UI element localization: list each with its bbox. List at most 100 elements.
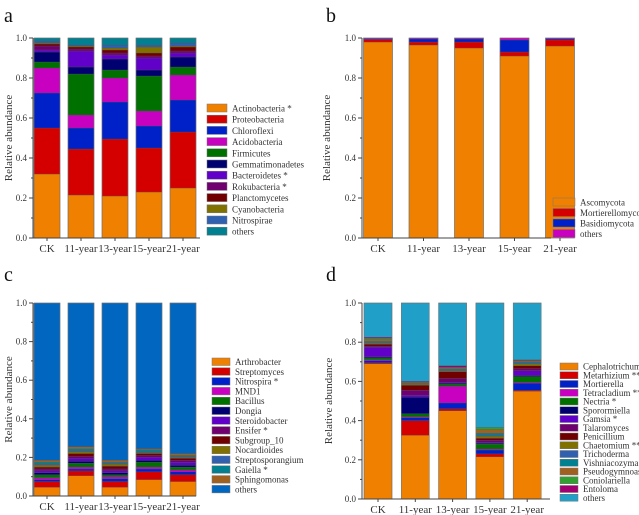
bar-segment bbox=[101, 58, 129, 71]
bar-segment bbox=[363, 360, 393, 363]
bar-segment bbox=[513, 302, 542, 360]
x-tick-label: CK bbox=[370, 504, 385, 515]
bar-segment bbox=[169, 464, 197, 468]
bar-segment bbox=[169, 131, 197, 189]
legend-label: Cephalotrichum *** bbox=[583, 362, 639, 372]
bar-segment bbox=[101, 49, 129, 54]
bar-segment bbox=[401, 413, 430, 417]
bar-stack-CK bbox=[33, 302, 61, 497]
legend-swatch bbox=[211, 436, 231, 445]
bar-segment bbox=[33, 481, 61, 488]
bar-segment bbox=[135, 44, 163, 48]
bar-segment bbox=[67, 302, 95, 447]
legend-swatch bbox=[559, 485, 579, 493]
legend-item: Entoloma bbox=[559, 484, 618, 494]
bar-segment bbox=[67, 37, 95, 46]
x-tick-label: 15-year bbox=[473, 504, 507, 515]
bar-segment bbox=[475, 433, 505, 436]
bar-segment bbox=[454, 47, 484, 239]
legend-item: Actinobacteria * bbox=[206, 104, 292, 114]
bar-segment bbox=[101, 54, 129, 60]
x-tick-label: CK bbox=[39, 243, 54, 255]
bar-segment bbox=[475, 440, 505, 443]
legend-swatch bbox=[552, 208, 576, 217]
bar-segment bbox=[33, 45, 61, 51]
bar-segment bbox=[101, 302, 129, 461]
legend-item: Penicillium bbox=[559, 432, 625, 442]
bar-segment bbox=[135, 37, 163, 46]
bar-segment bbox=[513, 391, 542, 500]
bar-stack-21-year bbox=[545, 37, 575, 239]
panel-label: b bbox=[326, 5, 336, 27]
bar-segment bbox=[169, 45, 197, 48]
y-tick-label: 0.0 bbox=[16, 491, 28, 501]
legend-label: Gamsia * bbox=[583, 414, 618, 424]
bar-segment bbox=[101, 472, 129, 475]
bar-segment bbox=[67, 458, 95, 462]
legend-label: Proteobacteria bbox=[232, 115, 284, 125]
bar-segment bbox=[101, 138, 129, 197]
bar-segment bbox=[135, 466, 163, 470]
bar-segment bbox=[101, 487, 129, 497]
bar-segment bbox=[475, 449, 505, 455]
bar-segment bbox=[135, 468, 163, 473]
bar-stack-15-year bbox=[135, 37, 163, 239]
bar-segment bbox=[475, 429, 505, 434]
legend-swatch bbox=[559, 494, 579, 502]
legend-item: Arthrobacter bbox=[211, 357, 281, 367]
bar-segment bbox=[33, 474, 61, 478]
legend-item: Gaiella * bbox=[211, 465, 268, 475]
legend-label: Talaromyces bbox=[583, 423, 629, 433]
bar-segment bbox=[475, 427, 505, 430]
y-tick-label: 0.4 bbox=[345, 416, 357, 426]
legend-swatch bbox=[559, 371, 579, 379]
legend-item: Ascomycota bbox=[552, 198, 625, 208]
bar-segment bbox=[499, 55, 530, 239]
bar-segment bbox=[454, 38, 484, 43]
legend-swatch bbox=[552, 218, 576, 228]
bar-segment bbox=[33, 477, 61, 480]
legend-swatch bbox=[211, 426, 231, 435]
bar-segment bbox=[438, 378, 467, 383]
legend-label: Trichoderma bbox=[583, 449, 629, 459]
x-tick-label: 21-year bbox=[510, 504, 544, 515]
bar-segment bbox=[101, 464, 129, 467]
panel-c: c CK 11-year 13-year 15-year 21-year 0.0 0.2 0.4… bbox=[3, 264, 304, 513]
bar-segment bbox=[363, 344, 393, 347]
bar-stack-21-year bbox=[169, 37, 197, 239]
bar-segment bbox=[513, 383, 542, 391]
bar-segment bbox=[67, 114, 95, 129]
legend-label: Firmicutes bbox=[232, 148, 271, 158]
y-axis-label: Relative abundance bbox=[321, 95, 333, 182]
bar-segment bbox=[169, 37, 197, 44]
legend-label: Gemmatimonadetes bbox=[232, 160, 304, 170]
bar-segment bbox=[499, 51, 530, 57]
x-tick-label: 13-year bbox=[436, 504, 470, 515]
bar-segment bbox=[545, 39, 575, 47]
bar-segment bbox=[33, 127, 61, 175]
legend-swatch bbox=[211, 406, 231, 415]
legend-item: Coniolariella bbox=[559, 475, 630, 485]
x-tick-label: 11-year bbox=[399, 504, 433, 515]
legend-swatch bbox=[559, 362, 579, 371]
legend-item: MND1 bbox=[211, 386, 261, 396]
legend-swatch bbox=[559, 406, 579, 414]
bar-segment bbox=[401, 420, 430, 436]
y-tick-label: 0.8 bbox=[345, 337, 357, 347]
legend-label: Sporormiella bbox=[583, 405, 630, 415]
legend-item: Vishniacozyma bbox=[559, 458, 638, 468]
bar-segment bbox=[169, 99, 197, 133]
legend-item: others bbox=[211, 484, 257, 494]
bar-segment bbox=[67, 148, 95, 196]
y-tick-label: 0.4 bbox=[345, 153, 357, 163]
legend-label: Actinobacteria * bbox=[232, 104, 292, 114]
bar-segment bbox=[169, 187, 197, 239]
legend-swatch bbox=[559, 450, 579, 458]
legend-item: Rokubacteria * bbox=[206, 182, 287, 192]
y-tick-label: 1.0 bbox=[16, 298, 28, 308]
legend-label: Penicillium bbox=[583, 432, 625, 442]
legend-label: others bbox=[583, 493, 605, 503]
bar-segment bbox=[438, 384, 467, 387]
